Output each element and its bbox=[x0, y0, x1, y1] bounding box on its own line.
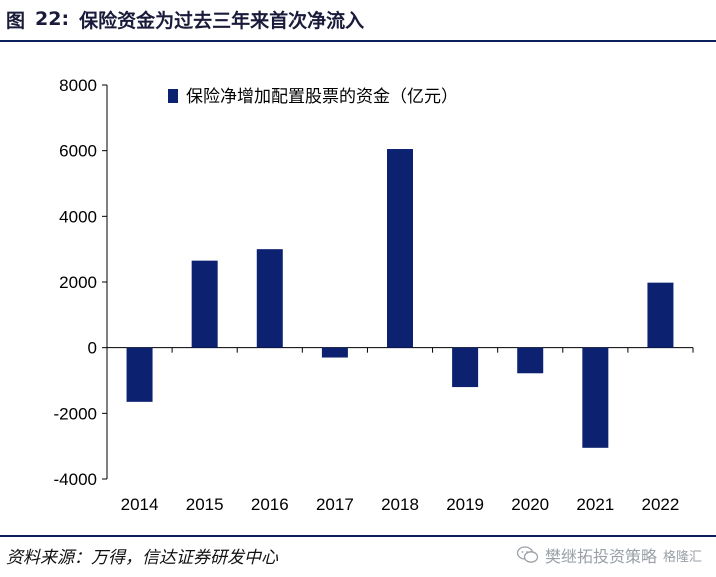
x-tick-label: 2020 bbox=[511, 495, 549, 514]
x-tick-label: 2015 bbox=[186, 495, 224, 514]
y-tick-label: 0 bbox=[88, 339, 97, 358]
figure-label: 图 bbox=[6, 9, 26, 32]
y-tick-label: -4000 bbox=[54, 470, 97, 489]
x-tick-label: 2019 bbox=[446, 495, 484, 514]
bottom-rule bbox=[0, 535, 716, 537]
bar bbox=[256, 249, 283, 348]
y-tick-label: -2000 bbox=[54, 404, 97, 423]
y-tick-label: 4000 bbox=[59, 207, 97, 226]
source-note: 资料来源：万得，信达证券研发中心 bbox=[6, 548, 278, 568]
figure-title: 图 22: 保险资金为过去三年来首次净流入 bbox=[6, 6, 364, 32]
bar bbox=[452, 347, 479, 388]
figure-number: 22: bbox=[35, 8, 70, 30]
bar bbox=[387, 149, 413, 348]
legend-swatch bbox=[168, 89, 178, 103]
y-tick-label: 6000 bbox=[59, 142, 97, 161]
y-tick-label: 2000 bbox=[59, 273, 97, 292]
bar-chart: 8000 6000 4000 2000 0 -2000 -4000 2014 2015 2016 2… bbox=[54, 76, 694, 514]
top-rule bbox=[0, 40, 716, 42]
x-tick-label: 2021 bbox=[576, 495, 614, 514]
watermark: 樊继拓投资策略 格隆汇 bbox=[516, 537, 702, 573]
x-tick-label: 2014 bbox=[121, 495, 159, 514]
watermark-text: 樊继拓投资策略 bbox=[544, 547, 657, 566]
bar bbox=[191, 260, 218, 348]
x-tick-label: 2016 bbox=[251, 495, 289, 514]
bar bbox=[126, 347, 153, 402]
x-tick-label: 2017 bbox=[316, 495, 354, 514]
bar bbox=[321, 347, 348, 358]
watermark-sub: 格隆汇 bbox=[662, 549, 702, 565]
bar bbox=[582, 347, 609, 448]
wechat-icon bbox=[516, 546, 539, 563]
bar bbox=[517, 347, 544, 374]
bar bbox=[647, 282, 674, 348]
x-tick-label: 2022 bbox=[642, 495, 680, 514]
x-tick-label: 2018 bbox=[381, 495, 419, 514]
y-tick-label: 8000 bbox=[59, 76, 97, 95]
legend-label: 保险净增加配置股票的资金（亿元） bbox=[186, 87, 458, 107]
figure-title-text: 保险资金为过去三年来首次净流入 bbox=[79, 9, 365, 32]
